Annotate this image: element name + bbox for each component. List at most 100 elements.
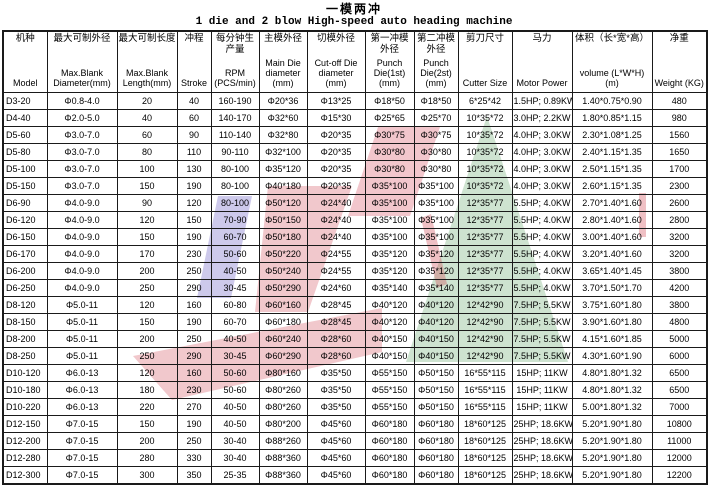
cell-cutoff-die-diameter: Φ24*40 — [306, 228, 366, 246]
cell-cutter-size: 16*55*115 — [457, 364, 513, 382]
col-header-cutoff-die-diameter: 切模外径 Cut-off Die diameter (mm) — [306, 30, 366, 93]
cell-volume: 3.00*1.40*1.60 — [571, 228, 653, 246]
cell-max-blank-length: 100 — [116, 160, 178, 178]
cell-main-die-diameter: Φ88*360 — [258, 449, 308, 467]
cell-cutter-size: 12*42*90 — [457, 313, 513, 331]
cell-motor-power: 15HP; 11KW — [511, 364, 573, 382]
cell-punch-die-1st: Φ35*140 — [364, 279, 415, 297]
cell-max-blank-length: 60 — [116, 126, 178, 144]
cell-main-die-diameter: Φ88*360 — [258, 466, 308, 485]
cell-max-blank-length: 40 — [116, 109, 178, 127]
cell-punch-die-1st: Φ55*150 — [364, 398, 415, 416]
cell-max-blank-length: 280 — [116, 449, 178, 467]
cell-rpm: 40-50 — [210, 415, 260, 433]
cell-volume: 3.75*1.60*1.80 — [571, 296, 653, 314]
col-header-en: Weight (KG) — [654, 78, 704, 88]
cell-stroke: 160 — [176, 296, 212, 314]
cell-model: D6-120 — [2, 211, 48, 229]
cell-max-blank-diameter: Φ2.0-5.0 — [46, 109, 118, 127]
cell-punch-die-2st: Φ25*70 — [413, 109, 459, 127]
cell-max-blank-diameter: Φ6.0-13 — [46, 381, 118, 399]
cell-stroke: 190 — [176, 313, 212, 331]
cell-model: D5-150 — [2, 177, 48, 195]
col-header-zh: 主模外径 — [263, 33, 302, 44]
col-header-stroke: 冲程 Stroke — [176, 30, 212, 93]
cell-punch-die-2st: Φ35*140 — [413, 279, 459, 297]
cell-volume: 1.80*0.85*1.15 — [571, 109, 653, 127]
cell-punch-die-1st: Φ25*65 — [364, 109, 415, 127]
cell-max-blank-length: 90 — [116, 194, 178, 212]
cell-weight: 1560 — [651, 126, 708, 144]
cell-max-blank-length: 150 — [116, 415, 178, 433]
table-row: D4-40 Φ2.0-5.0 40 60 140-170 Φ32*60 Φ15*30 Φ25*… — [2, 109, 708, 127]
cell-main-die-diameter: Φ80*160 — [258, 364, 308, 382]
cell-max-blank-diameter: Φ3.0-7.0 — [46, 126, 118, 144]
cell-main-die-diameter: Φ80*200 — [258, 415, 308, 433]
cell-volume: 2.50*1.15*1.35 — [571, 160, 653, 178]
table-row: D6-90 Φ4.0-9.0 90 120 80-100 Φ50*120 Φ24*40 Φ35… — [2, 194, 708, 212]
cell-weight: 12200 — [651, 466, 708, 485]
cell-model: D12-280 — [2, 449, 48, 467]
cell-volume: 5.20*1.90*1.80 — [571, 415, 653, 433]
cell-cutoff-die-diameter: Φ24*40 — [306, 194, 366, 212]
cell-weight: 3200 — [651, 245, 708, 263]
cell-volume: 3.20*1.40*1.60 — [571, 245, 653, 263]
cell-cutter-size: 12*35*77 — [457, 279, 513, 297]
cell-main-die-diameter: Φ50*120 — [258, 194, 308, 212]
cell-motor-power: 15HP; 11KW — [511, 381, 573, 399]
cell-punch-die-2st: Φ35*100 — [413, 177, 459, 195]
cell-motor-power: 4.0HP; 3.0KW — [511, 143, 573, 161]
cell-max-blank-length: 120 — [116, 211, 178, 229]
table-row: D12-150 Φ7.0-15 150 190 40-50 Φ80*200 Φ45*60 Φ6… — [2, 415, 708, 433]
cell-punch-die-1st: Φ40*120 — [364, 296, 415, 314]
table-row: D3-20 Φ0.8-4.0 20 40 160-190 Φ20*36 Φ13*25 Φ18*… — [2, 92, 708, 110]
cell-volume: 4.15*1.60*1.85 — [571, 330, 653, 348]
cell-max-blank-diameter: Φ4.0-9.0 — [46, 211, 118, 229]
cell-max-blank-length: 20 — [116, 92, 178, 110]
table-row: D5-100 Φ3.0-7.0 100 130 80-100 Φ35*120 Φ20*35 Φ… — [2, 160, 708, 178]
cell-cutter-size: 12*35*77 — [457, 194, 513, 212]
cell-stroke: 230 — [176, 245, 212, 263]
cell-model: D10-120 — [2, 364, 48, 382]
cell-volume: 1.40*0.75*0.90 — [571, 92, 653, 110]
cell-max-blank-length: 200 — [116, 262, 178, 280]
cell-main-die-diameter: Φ32*100 — [258, 143, 308, 161]
col-header-zh: 机种 — [15, 33, 35, 44]
cell-max-blank-diameter: Φ5.0-11 — [46, 296, 118, 314]
cell-motor-power: 25HP; 18.6KW — [511, 466, 573, 485]
cell-cutter-size: 18*60*125 — [457, 432, 513, 450]
cell-cutoff-die-diameter: Φ15*30 — [306, 109, 366, 127]
cell-stroke: 90 — [176, 126, 212, 144]
cell-motor-power: 7.5HP; 5.5KW — [511, 296, 573, 314]
cell-max-blank-length: 300 — [116, 466, 178, 485]
table-body: D3-20 Φ0.8-4.0 20 40 160-190 Φ20*36 Φ13*25 Φ18*… — [2, 92, 708, 485]
cell-punch-die-2st: Φ50*150 — [413, 398, 459, 416]
cell-max-blank-diameter: Φ4.0-9.0 — [46, 245, 118, 263]
cell-rpm: 50-60 — [210, 364, 260, 382]
table-row: D8-150 Φ5.0-11 150 190 60-70 Φ60*180 Φ28*45 Φ40… — [2, 313, 708, 331]
table-row: D6-200 Φ4.0-9.0 200 250 40-50 Φ50*240 Φ24*55 Φ3… — [2, 262, 708, 280]
cell-motor-power: 4.0HP; 3.0KW — [511, 126, 573, 144]
cell-stroke: 250 — [176, 330, 212, 348]
cell-stroke: 250 — [176, 432, 212, 450]
cell-volume: 3.70*1.50*1.70 — [571, 279, 653, 297]
cell-punch-die-2st: Φ35*120 — [413, 262, 459, 280]
cell-model: D6-170 — [2, 245, 48, 263]
cell-cutoff-die-diameter: Φ45*60 — [306, 449, 366, 467]
cell-weight: 3800 — [651, 262, 708, 280]
cell-max-blank-length: 80 — [116, 143, 178, 161]
cell-weight: 6500 — [651, 381, 708, 399]
cell-punch-die-1st: Φ60*180 — [364, 449, 415, 467]
cell-max-blank-diameter: Φ0.8-4.0 — [46, 92, 118, 110]
cell-stroke: 290 — [176, 279, 212, 297]
cell-cutoff-die-diameter: Φ45*60 — [306, 415, 366, 433]
cell-main-die-diameter: Φ32*60 — [258, 109, 308, 127]
cell-stroke: 230 — [176, 381, 212, 399]
cell-cutter-size: 18*60*125 — [457, 449, 513, 467]
cell-max-blank-diameter: Φ5.0-11 — [46, 347, 118, 365]
cell-stroke: 190 — [176, 177, 212, 195]
cell-model: D5-100 — [2, 160, 48, 178]
cell-volume: 5.20*1.90*1.80 — [571, 466, 653, 485]
cell-rpm: 25-35 — [210, 466, 260, 485]
cell-punch-die-2st: Φ40*150 — [413, 330, 459, 348]
